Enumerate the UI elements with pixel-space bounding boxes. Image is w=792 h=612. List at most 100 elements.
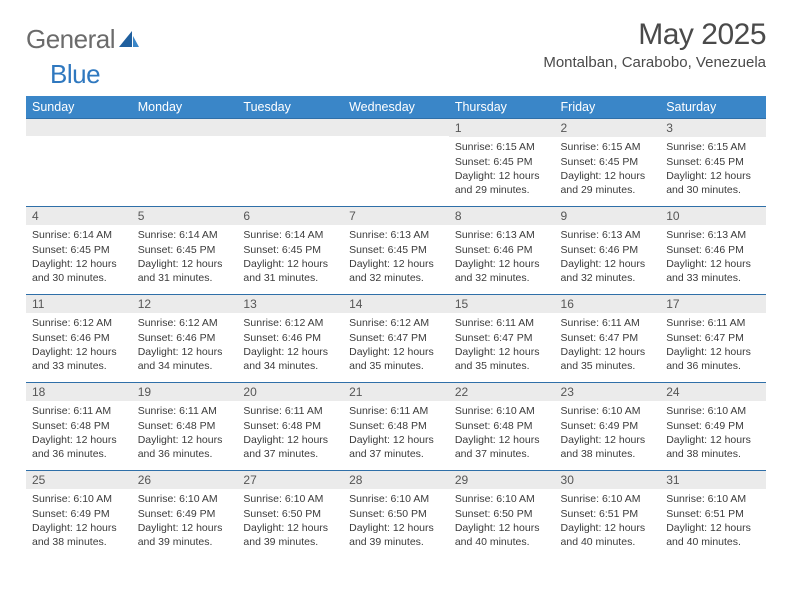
daylight-text: Daylight: 12 hours and 39 minutes.: [243, 521, 337, 549]
sunset-text: Sunset: 6:47 PM: [455, 331, 549, 345]
day-detail: Sunrise: 6:12 AMSunset: 6:47 PMDaylight:…: [343, 313, 449, 377]
day-detail: Sunrise: 6:11 AMSunset: 6:47 PMDaylight:…: [555, 313, 661, 377]
day-detail: Sunrise: 6:13 AMSunset: 6:46 PMDaylight:…: [555, 225, 661, 289]
calendar-cell: 4Sunrise: 6:14 AMSunset: 6:45 PMDaylight…: [26, 207, 132, 295]
month-title: May 2025: [543, 18, 766, 52]
day-number: 6: [237, 207, 343, 225]
calendar-cell: 14Sunrise: 6:12 AMSunset: 6:47 PMDayligh…: [343, 295, 449, 383]
day-detail: Sunrise: 6:14 AMSunset: 6:45 PMDaylight:…: [237, 225, 343, 289]
calendar-cell: 20Sunrise: 6:11 AMSunset: 6:48 PMDayligh…: [237, 383, 343, 471]
sunrise-text: Sunrise: 6:13 AM: [666, 228, 760, 242]
day-number: 24: [660, 383, 766, 401]
sunrise-text: Sunrise: 6:10 AM: [666, 492, 760, 506]
calendar-cell: 31Sunrise: 6:10 AMSunset: 6:51 PMDayligh…: [660, 471, 766, 559]
daylight-text: Daylight: 12 hours and 30 minutes.: [32, 257, 126, 285]
sunset-text: Sunset: 6:50 PM: [243, 507, 337, 521]
sunset-text: Sunset: 6:45 PM: [561, 155, 655, 169]
day-detail: Sunrise: 6:13 AMSunset: 6:46 PMDaylight:…: [449, 225, 555, 289]
day-detail: Sunrise: 6:11 AMSunset: 6:47 PMDaylight:…: [660, 313, 766, 377]
day-number: 11: [26, 295, 132, 313]
daylight-text: Daylight: 12 hours and 38 minutes.: [32, 521, 126, 549]
sunrise-text: Sunrise: 6:14 AM: [243, 228, 337, 242]
day-number: 20: [237, 383, 343, 401]
calendar-cell: 1Sunrise: 6:15 AMSunset: 6:45 PMDaylight…: [449, 119, 555, 207]
calendar-cell: 17Sunrise: 6:11 AMSunset: 6:47 PMDayligh…: [660, 295, 766, 383]
sunrise-text: Sunrise: 6:12 AM: [138, 316, 232, 330]
day-detail: Sunrise: 6:15 AMSunset: 6:45 PMDaylight:…: [555, 137, 661, 201]
sunrise-text: Sunrise: 6:13 AM: [561, 228, 655, 242]
daylight-text: Daylight: 12 hours and 37 minutes.: [243, 433, 337, 461]
day-number: [237, 119, 343, 136]
calendar-cell: 3Sunrise: 6:15 AMSunset: 6:45 PMDaylight…: [660, 119, 766, 207]
sunset-text: Sunset: 6:45 PM: [243, 243, 337, 257]
sunset-text: Sunset: 6:51 PM: [666, 507, 760, 521]
sunrise-text: Sunrise: 6:15 AM: [455, 140, 549, 154]
sunrise-text: Sunrise: 6:10 AM: [32, 492, 126, 506]
day-number: 10: [660, 207, 766, 225]
sunrise-text: Sunrise: 6:13 AM: [349, 228, 443, 242]
day-number: 19: [132, 383, 238, 401]
logo: General: [26, 18, 142, 55]
day-number: 17: [660, 295, 766, 313]
day-number: 3: [660, 119, 766, 137]
calendar-cell: 21Sunrise: 6:11 AMSunset: 6:48 PMDayligh…: [343, 383, 449, 471]
calendar-cell: 6Sunrise: 6:14 AMSunset: 6:45 PMDaylight…: [237, 207, 343, 295]
sunset-text: Sunset: 6:48 PM: [138, 419, 232, 433]
daylight-text: Daylight: 12 hours and 35 minutes.: [349, 345, 443, 373]
day-number: 21: [343, 383, 449, 401]
calendar-table: Sunday Monday Tuesday Wednesday Thursday…: [26, 96, 766, 559]
calendar-page: General May 2025 Montalban, Carabobo, Ve…: [0, 0, 792, 559]
day-number: 8: [449, 207, 555, 225]
sunrise-text: Sunrise: 6:10 AM: [455, 492, 549, 506]
calendar-cell: [132, 119, 238, 207]
daylight-text: Daylight: 12 hours and 33 minutes.: [32, 345, 126, 373]
day-detail: Sunrise: 6:10 AMSunset: 6:51 PMDaylight:…: [660, 489, 766, 553]
sunset-text: Sunset: 6:49 PM: [32, 507, 126, 521]
sunset-text: Sunset: 6:46 PM: [243, 331, 337, 345]
sunrise-text: Sunrise: 6:14 AM: [32, 228, 126, 242]
calendar-cell: [26, 119, 132, 207]
daylight-text: Daylight: 12 hours and 32 minutes.: [349, 257, 443, 285]
sunset-text: Sunset: 6:51 PM: [561, 507, 655, 521]
sunset-text: Sunset: 6:45 PM: [666, 155, 760, 169]
day-number: 18: [26, 383, 132, 401]
daylight-text: Daylight: 12 hours and 39 minutes.: [349, 521, 443, 549]
day-number: 16: [555, 295, 661, 313]
day-number: 22: [449, 383, 555, 401]
day-number: 27: [237, 471, 343, 489]
title-block: May 2025 Montalban, Carabobo, Venezuela: [543, 18, 766, 71]
day-number: 13: [237, 295, 343, 313]
day-number: 25: [26, 471, 132, 489]
day-detail: Sunrise: 6:13 AMSunset: 6:45 PMDaylight:…: [343, 225, 449, 289]
calendar-row: 1Sunrise: 6:15 AMSunset: 6:45 PMDaylight…: [26, 119, 766, 207]
day-number: 5: [132, 207, 238, 225]
sunrise-text: Sunrise: 6:10 AM: [455, 404, 549, 418]
calendar-cell: 27Sunrise: 6:10 AMSunset: 6:50 PMDayligh…: [237, 471, 343, 559]
day-detail: Sunrise: 6:11 AMSunset: 6:48 PMDaylight:…: [237, 401, 343, 465]
sunset-text: Sunset: 6:46 PM: [138, 331, 232, 345]
logo-sail-icon: [118, 30, 140, 53]
day-number: [26, 119, 132, 136]
day-detail: Sunrise: 6:14 AMSunset: 6:45 PMDaylight:…: [26, 225, 132, 289]
calendar-cell: [343, 119, 449, 207]
weekday-header: Wednesday: [343, 96, 449, 119]
calendar-cell: 8Sunrise: 6:13 AMSunset: 6:46 PMDaylight…: [449, 207, 555, 295]
calendar-cell: 23Sunrise: 6:10 AMSunset: 6:49 PMDayligh…: [555, 383, 661, 471]
daylight-text: Daylight: 12 hours and 40 minutes.: [455, 521, 549, 549]
day-detail: Sunrise: 6:10 AMSunset: 6:48 PMDaylight:…: [449, 401, 555, 465]
daylight-text: Daylight: 12 hours and 40 minutes.: [561, 521, 655, 549]
calendar-cell: 28Sunrise: 6:10 AMSunset: 6:50 PMDayligh…: [343, 471, 449, 559]
calendar-cell: [237, 119, 343, 207]
day-detail: Sunrise: 6:11 AMSunset: 6:48 PMDaylight:…: [343, 401, 449, 465]
sunrise-text: Sunrise: 6:10 AM: [138, 492, 232, 506]
sunset-text: Sunset: 6:49 PM: [666, 419, 760, 433]
sunset-text: Sunset: 6:46 PM: [455, 243, 549, 257]
sunset-text: Sunset: 6:48 PM: [32, 419, 126, 433]
sunrise-text: Sunrise: 6:12 AM: [32, 316, 126, 330]
sunrise-text: Sunrise: 6:11 AM: [138, 404, 232, 418]
daylight-text: Daylight: 12 hours and 40 minutes.: [666, 521, 760, 549]
calendar-cell: 9Sunrise: 6:13 AMSunset: 6:46 PMDaylight…: [555, 207, 661, 295]
sunrise-text: Sunrise: 6:12 AM: [243, 316, 337, 330]
calendar-cell: 29Sunrise: 6:10 AMSunset: 6:50 PMDayligh…: [449, 471, 555, 559]
sunset-text: Sunset: 6:46 PM: [32, 331, 126, 345]
